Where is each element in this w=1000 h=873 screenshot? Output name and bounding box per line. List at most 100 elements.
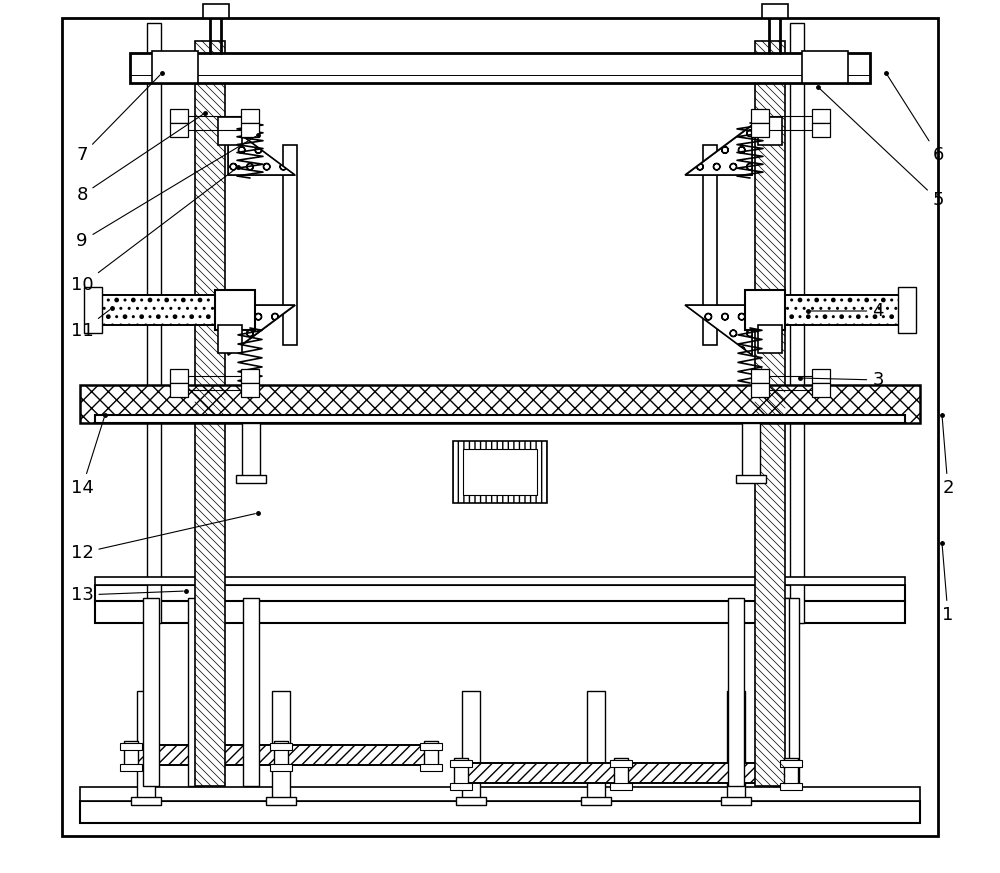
Text: 10: 10 [71,168,236,294]
Bar [728,598,744,786]
Bar [147,23,161,623]
Text: 11: 11 [71,310,110,340]
Bar [62,18,938,836]
Bar [802,51,848,83]
Bar [218,325,242,353]
Bar [812,109,830,123]
Bar [783,598,799,786]
Bar [614,758,628,788]
Bar [170,369,188,383]
Bar [460,763,790,783]
Bar [581,797,611,805]
Bar [450,783,472,790]
Bar [420,764,442,771]
Text: 2: 2 [942,418,954,497]
Bar [784,758,798,788]
Bar [188,598,204,786]
Bar [131,797,161,805]
Bar [762,4,788,18]
Bar [98,295,246,325]
Bar [751,369,769,383]
Bar [790,23,804,623]
Bar [812,383,830,397]
Bar [454,758,468,788]
Text: 1: 1 [942,546,954,624]
Bar [780,783,802,790]
Bar [218,117,242,145]
Bar [243,598,259,786]
Bar [215,290,255,330]
Bar [721,797,751,805]
Bar [898,287,916,333]
Bar [95,577,905,585]
Bar [195,41,225,786]
Bar [462,691,480,801]
Bar [450,760,472,767]
Text: 9: 9 [76,136,256,250]
Bar [460,763,790,783]
Polygon shape [685,305,752,355]
Bar [610,760,632,767]
Bar [242,423,260,478]
Polygon shape [685,125,752,175]
Bar [124,741,138,769]
Text: 7: 7 [76,75,160,164]
Bar [266,797,296,805]
Bar [170,109,188,123]
Bar [170,383,188,397]
Bar [745,290,785,330]
Bar [272,691,290,801]
Bar [98,295,246,325]
Bar [120,764,142,771]
Bar [758,325,782,353]
Bar [751,123,769,137]
Text: 6: 6 [887,75,944,164]
Text: 8: 8 [76,114,203,204]
Bar [143,598,159,786]
Text: 13: 13 [71,586,183,604]
Polygon shape [228,305,295,355]
Bar [773,598,789,786]
Bar [236,475,266,483]
Bar [812,369,830,383]
Bar [95,601,905,623]
Bar [751,383,769,397]
Bar [754,295,902,325]
Bar [755,41,785,786]
Bar [152,51,198,83]
Bar [130,745,430,765]
Bar [241,383,259,397]
Bar [84,287,102,333]
Polygon shape [228,125,295,175]
Bar [424,741,438,769]
Bar [241,123,259,137]
Bar [812,123,830,137]
Bar [751,109,769,123]
Text: 4: 4 [811,302,884,320]
Bar [80,801,920,823]
Bar [270,764,292,771]
Bar [283,145,297,345]
Bar [170,123,188,137]
Bar [80,787,920,801]
Bar [203,4,229,18]
Bar [137,691,155,801]
Bar [420,743,442,750]
Bar [587,691,605,801]
Bar [736,475,766,483]
Bar [727,691,745,801]
Bar [95,415,905,423]
Bar [758,117,782,145]
Bar [274,741,288,769]
Bar [742,423,760,478]
Bar [270,743,292,750]
Bar [95,585,905,603]
Bar [120,743,142,750]
Text: 5: 5 [820,89,944,209]
Text: 14: 14 [71,417,104,497]
Text: 12: 12 [71,513,255,562]
Bar [130,53,870,83]
Bar [610,783,632,790]
Bar [463,449,537,495]
Bar [241,369,259,383]
